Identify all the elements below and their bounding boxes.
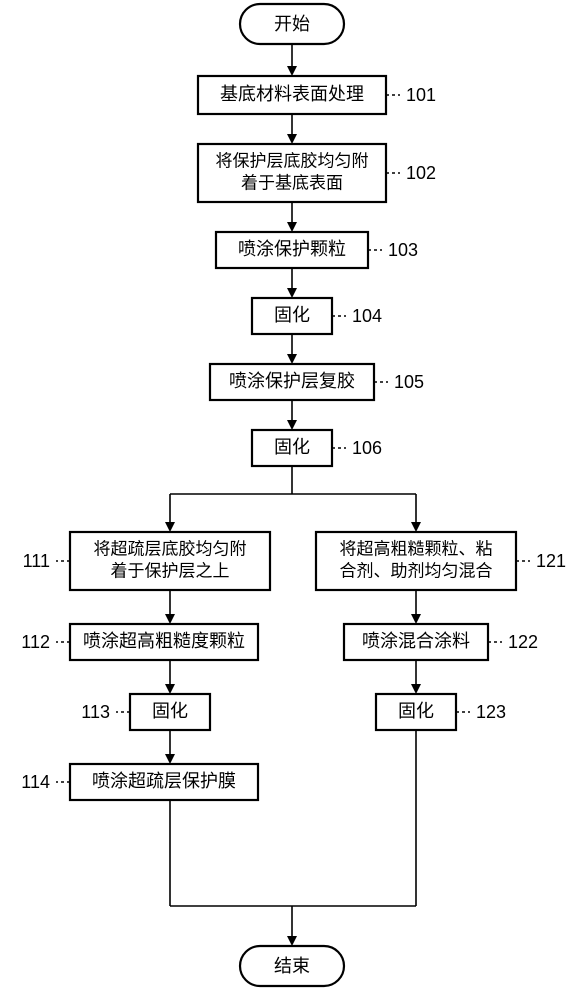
svg-text:喷涂超高粗糙度颗粒: 喷涂超高粗糙度颗粒 <box>83 631 245 651</box>
svg-text:固化: 固化 <box>274 437 310 457</box>
step-label: 106 <box>352 438 382 458</box>
svg-text:着于保护层之上: 着于保护层之上 <box>111 561 230 580</box>
svg-text:合剂、助剂均匀混合: 合剂、助剂均匀混合 <box>340 561 493 580</box>
svg-text:将保护层底胶均匀附: 将保护层底胶均匀附 <box>216 151 369 170</box>
svg-text:固化: 固化 <box>274 305 310 325</box>
svg-text:固化: 固化 <box>398 701 434 721</box>
svg-text:开始: 开始 <box>274 14 310 34</box>
svg-text:喷涂保护颗粒: 喷涂保护颗粒 <box>238 239 346 259</box>
svg-text:将超高粗糙颗粒、粘: 将超高粗糙颗粒、粘 <box>340 539 493 558</box>
step-label: 112 <box>21 632 50 652</box>
step-label: 102 <box>406 163 436 183</box>
step-label: 101 <box>406 85 436 105</box>
svg-text:喷涂混合涂料: 喷涂混合涂料 <box>362 631 470 651</box>
step-label: 121 <box>536 551 566 571</box>
step-label: 122 <box>508 632 538 652</box>
step-label: 103 <box>388 240 418 260</box>
step-label: 113 <box>81 702 110 722</box>
svg-text:喷涂保护层复胶: 喷涂保护层复胶 <box>229 371 355 391</box>
svg-text:结束: 结束 <box>274 956 310 976</box>
svg-text:将超疏层底胶均匀附: 将超疏层底胶均匀附 <box>94 539 247 558</box>
svg-text:喷涂超疏层保护膜: 喷涂超疏层保护膜 <box>92 771 236 791</box>
step-label: 114 <box>21 772 50 792</box>
step-label: 123 <box>476 702 506 722</box>
svg-text:固化: 固化 <box>152 701 188 721</box>
step-label: 111 <box>23 551 50 571</box>
step-label: 105 <box>394 372 424 392</box>
svg-text:着于基底表面: 着于基底表面 <box>241 173 343 192</box>
svg-text:基底材料表面处理: 基底材料表面处理 <box>220 84 364 104</box>
step-label: 104 <box>352 306 382 326</box>
